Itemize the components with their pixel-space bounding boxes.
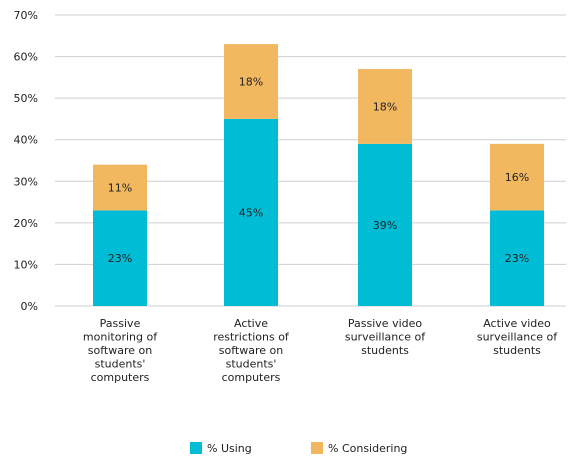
category-label-line: restrictions of	[213, 331, 290, 344]
legend: % Using % Considering	[190, 442, 407, 455]
y-tick-label-20: 20%	[14, 217, 38, 230]
category-label-0: Passive monitoring of software on students'…	[83, 317, 158, 384]
y-tick-label-10: 10%	[14, 258, 38, 271]
y-tick-label-60: 60%	[14, 51, 38, 64]
bar-considering-1	[224, 44, 278, 119]
y-tick-label-40: 40%	[14, 134, 38, 147]
data-label-using-0: 23%	[108, 252, 132, 265]
bar-using-2	[358, 143, 412, 306]
category-label-line: students'	[95, 358, 146, 371]
bar-using-3	[490, 210, 544, 306]
x-axis-category-labels: Passive monitoring of software on students'…	[83, 317, 558, 384]
data-label-considering-3: 16%	[505, 171, 529, 184]
legend-label-considering: % Considering	[328, 442, 407, 455]
bar-considering-0	[93, 164, 147, 211]
category-label-line: students	[361, 344, 409, 357]
data-label-considering-2: 18%	[373, 100, 397, 113]
category-label-line: Active video	[483, 317, 551, 330]
category-label-3: Active video surveillance of students	[477, 317, 558, 357]
category-label-line: software on	[219, 344, 283, 357]
data-label-considering-1: 18%	[239, 76, 263, 89]
data-label-considering-0: 11%	[108, 182, 132, 195]
category-label-line: Passive video	[348, 317, 422, 330]
data-labels: 23% 11% 45% 18% 39% 18% 23% 16%	[108, 76, 529, 266]
legend-swatch-considering	[311, 442, 323, 454]
category-label-line: Active	[234, 317, 268, 330]
y-tick-label-50: 50%	[14, 92, 38, 105]
category-label-line: surveillance of	[345, 331, 426, 344]
y-tick-label-30: 30%	[14, 175, 38, 188]
data-label-using-2: 39%	[373, 219, 397, 232]
data-label-using-1: 45%	[239, 206, 263, 219]
y-tick-label-0: 0%	[21, 300, 38, 313]
category-label-line: software on	[88, 344, 152, 357]
bar-using-0	[93, 210, 147, 306]
category-label-line: students'	[226, 358, 277, 371]
category-label-line: students	[493, 344, 541, 357]
category-label-line: surveillance of	[477, 331, 558, 344]
category-label-line: computers	[91, 371, 150, 384]
legend-label-using: % Using	[207, 442, 252, 455]
legend-swatch-using	[190, 442, 202, 454]
category-label-line: Passive	[100, 317, 141, 330]
y-axis-ticks: 0% 10% 20% 30% 40% 50% 60% 70%	[14, 9, 38, 313]
category-label-1: Active restrictions of software on students…	[213, 317, 290, 384]
y-tick-label-70: 70%	[14, 9, 38, 22]
data-label-using-3: 23%	[505, 252, 529, 265]
bar-considering-3	[490, 143, 544, 211]
bar-considering-2	[358, 69, 412, 144]
category-label-2: Passive video surveillance of students	[345, 317, 426, 357]
category-label-line: monitoring of	[83, 331, 158, 344]
category-label-line: computers	[222, 371, 281, 384]
bars	[93, 44, 544, 306]
bar-using-1	[224, 118, 278, 306]
